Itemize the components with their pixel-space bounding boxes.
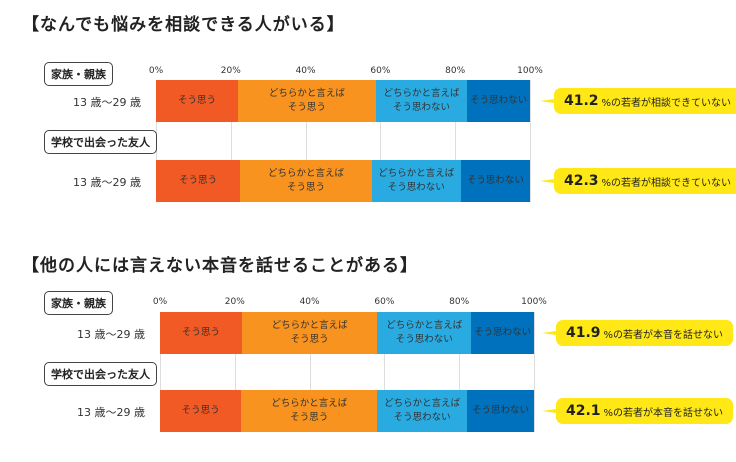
callout-value: 41.9: [566, 325, 601, 341]
row-label: 13 歳〜29 歳: [73, 176, 141, 189]
gridline: [530, 80, 531, 202]
bar-segment: どちらかと言えば そう思う: [237, 80, 376, 122]
bar-segment: どちらかと言えば そう思う: [241, 312, 378, 354]
callout: 42.1 %の若者が本音を話せない: [541, 398, 734, 424]
bar-segment: そう思わない: [460, 160, 530, 202]
callout-text: %の若者が相談できていない: [601, 97, 732, 109]
row-label: 13 歳〜29 歳: [73, 96, 141, 109]
chart-title: 【他の人には言えない本音を話せることがある】: [22, 256, 418, 276]
gridline: [534, 312, 535, 432]
bar-segment: そう思わない: [467, 80, 530, 122]
group-label: 家族・親族: [44, 62, 113, 86]
gridline: [305, 80, 307, 202]
row-label: 13 歳〜29 歳: [77, 406, 145, 419]
tick-label: 0%: [152, 297, 168, 307]
gridline: [309, 312, 311, 432]
bar-segment: どちらかと言えば そう思わない: [377, 312, 472, 354]
callout: 42.3 %の若者が相談できていない: [539, 168, 736, 194]
gridline: [160, 312, 161, 432]
gridline: [380, 80, 382, 202]
gridline: [384, 312, 386, 432]
bar-segment: どちらかと言えば そう思わない: [375, 80, 468, 122]
bar-segment: そう思う: [156, 160, 241, 202]
chart-title: 【なんでも悩みを相談できる人がいる】: [22, 15, 345, 35]
bar-segment: そう思う: [156, 80, 238, 122]
tick-label: 80%: [445, 66, 466, 76]
tick-label: 100%: [517, 66, 543, 76]
gridline: [455, 80, 457, 202]
callout-value: 42.1: [566, 403, 601, 419]
bar-segment: そう思わない: [467, 390, 534, 432]
tick-label: 60%: [374, 297, 395, 307]
row-label: 13 歳〜29 歳: [77, 328, 145, 341]
callout-value: 41.2: [564, 93, 599, 109]
tick-label: 0%: [148, 66, 164, 76]
tick-label: 20%: [220, 66, 241, 76]
bar-segment: どちらかと言えば そう思わない: [377, 390, 468, 432]
callout: 41.9 %の若者が本音を話せない: [541, 320, 734, 346]
bar-segment: そう思う: [160, 312, 242, 354]
callout: 41.2 %の若者が相談できていない: [539, 88, 736, 114]
bar-segment: どちらかと言えば そう思う: [241, 390, 378, 432]
callout-value: 42.3: [564, 173, 599, 189]
tick-label: 40%: [299, 297, 320, 307]
tick-label: 60%: [370, 66, 391, 76]
tick-label: 80%: [449, 297, 470, 307]
bar-segment: そう思わない: [471, 312, 534, 354]
bar-segment: どちらかと言えば そう思わない: [371, 160, 461, 202]
group-label: 学校で出会った友人: [44, 130, 157, 154]
bar-segment: そう思う: [160, 390, 242, 432]
bar-segment: どちらかと言えば そう思う: [240, 160, 372, 202]
callout-text: %の若者が相談できていない: [601, 177, 732, 189]
callout-text: %の若者が本音を話せない: [603, 329, 724, 341]
group-label: 学校で出会った友人: [44, 362, 157, 386]
gridline: [459, 312, 461, 432]
callout-text: %の若者が本音を話せない: [603, 407, 724, 419]
gridline: [230, 80, 232, 202]
tick-label: 20%: [224, 297, 245, 307]
gridline: [234, 312, 236, 432]
group-label: 家族・親族: [44, 291, 113, 315]
tick-label: 40%: [295, 66, 316, 76]
tick-label: 100%: [521, 297, 547, 307]
